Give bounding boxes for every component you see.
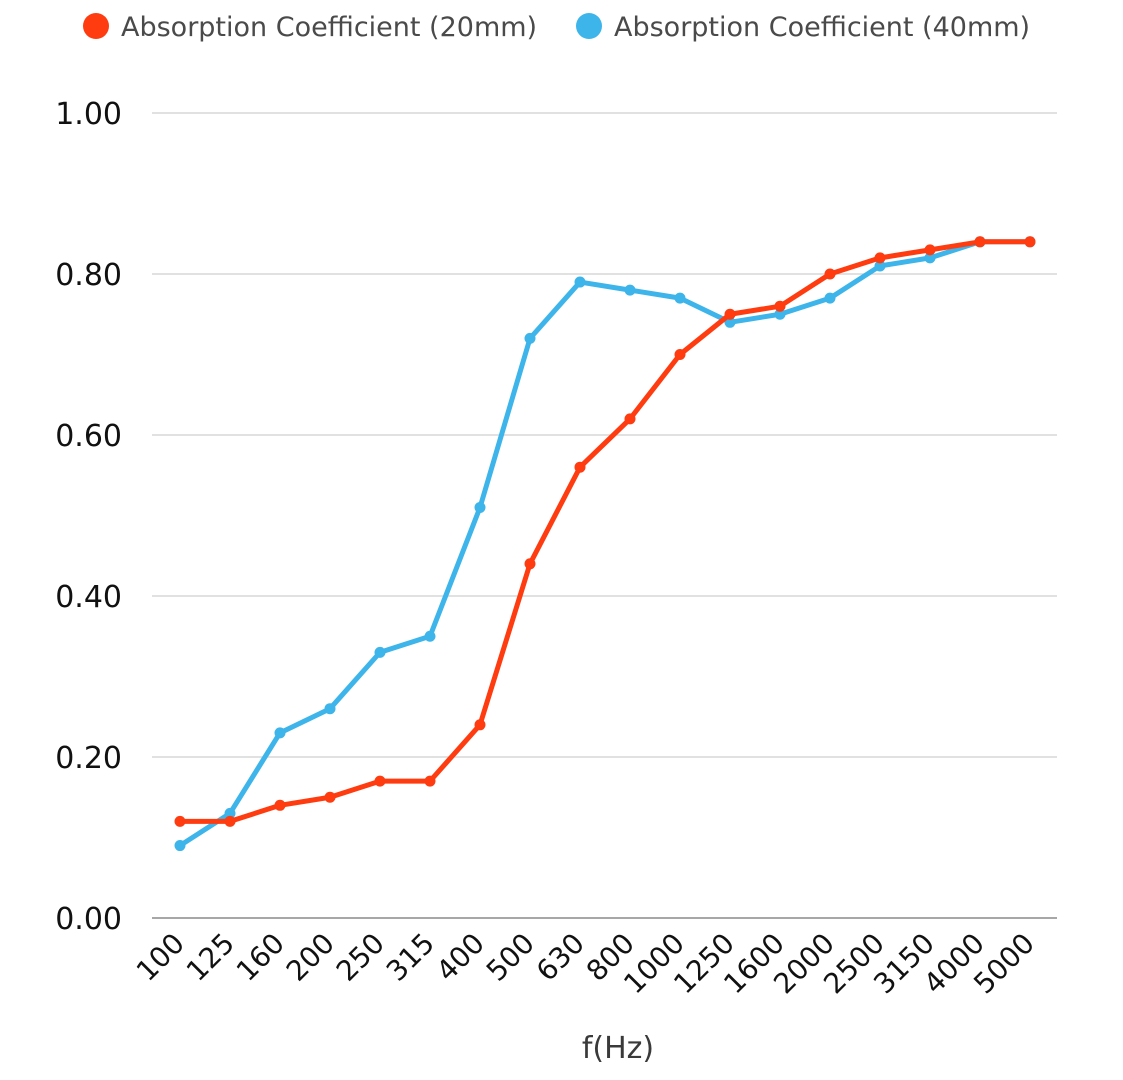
data-point-20mm bbox=[624, 413, 636, 425]
legend-label-40mm: Absorption Coefficient (40mm) bbox=[614, 12, 1030, 43]
x-tick-label: 400 bbox=[430, 927, 491, 988]
legend: Absorption Coefficient (20mm) Absorption… bbox=[83, 12, 1030, 43]
y-tick-label: 0.20 bbox=[55, 741, 122, 776]
data-point-20mm bbox=[374, 775, 386, 787]
data-point-20mm bbox=[574, 461, 586, 473]
x-axis: 1001251602002503154005006308001000125016… bbox=[130, 927, 1041, 1001]
data-point-20mm bbox=[724, 308, 736, 320]
series-layer bbox=[174, 236, 1036, 852]
y-tick-label: 0.60 bbox=[55, 419, 122, 454]
data-point-20mm bbox=[424, 775, 436, 787]
x-tick-label: 125 bbox=[180, 927, 241, 988]
x-tick-label: 250 bbox=[330, 927, 391, 988]
data-point-40mm bbox=[324, 703, 336, 715]
data-point-20mm bbox=[474, 719, 486, 731]
data-point-40mm bbox=[374, 646, 386, 658]
data-point-20mm bbox=[524, 558, 536, 570]
x-tick-label: 315 bbox=[380, 927, 441, 988]
y-axis: 0.00 0.20 0.40 0.60 0.80 1.00 bbox=[55, 97, 122, 937]
y-tick-label: 0.00 bbox=[55, 902, 122, 937]
data-point-40mm bbox=[624, 284, 636, 296]
data-point-40mm bbox=[774, 308, 786, 320]
x-tick-label: 100 bbox=[130, 927, 191, 988]
x-tick-label: 500 bbox=[480, 927, 541, 988]
data-point-20mm bbox=[674, 349, 686, 360]
data-point-40mm bbox=[924, 252, 936, 264]
data-point-40mm bbox=[174, 840, 186, 852]
data-point-20mm bbox=[1024, 236, 1036, 248]
data-point-20mm bbox=[774, 300, 786, 312]
legend-label-20mm: Absorption Coefficient (20mm) bbox=[121, 12, 537, 43]
data-point-20mm bbox=[274, 799, 286, 811]
legend-item-40mm: Absorption Coefficient (40mm) bbox=[576, 12, 1030, 43]
x-tick-label: 160 bbox=[230, 927, 291, 988]
legend-marker-20mm bbox=[83, 13, 109, 39]
data-point-20mm bbox=[324, 791, 336, 803]
legend-item-20mm: Absorption Coefficient (20mm) bbox=[83, 12, 537, 43]
x-axis-label: f(Hz) bbox=[582, 1031, 654, 1066]
data-point-40mm bbox=[424, 630, 436, 642]
x-tick-label: 630 bbox=[530, 927, 591, 988]
data-point-40mm bbox=[824, 292, 836, 304]
data-point-40mm bbox=[224, 807, 236, 819]
data-point-20mm bbox=[874, 252, 886, 264]
y-tick-label: 0.40 bbox=[55, 580, 122, 615]
series-line-20mm bbox=[177, 239, 1033, 824]
series-line-40mm bbox=[177, 239, 1033, 849]
y-tick-label: 1.00 bbox=[55, 97, 122, 132]
data-point-20mm bbox=[224, 815, 236, 827]
data-point-20mm bbox=[824, 268, 836, 280]
data-point-20mm bbox=[174, 815, 186, 827]
series-20mm bbox=[174, 236, 1036, 827]
gridlines bbox=[152, 112, 1057, 919]
data-point-40mm bbox=[274, 727, 286, 739]
data-point-40mm bbox=[874, 260, 886, 272]
y-tick-label: 0.80 bbox=[55, 258, 122, 293]
data-point-40mm bbox=[574, 276, 586, 288]
x-tick-label: 200 bbox=[280, 927, 341, 988]
data-point-40mm bbox=[474, 501, 486, 513]
data-point-20mm bbox=[924, 244, 936, 256]
legend-marker-40mm bbox=[576, 13, 602, 39]
series-40mm bbox=[174, 236, 1036, 852]
data-point-40mm bbox=[674, 292, 686, 304]
data-point-40mm bbox=[524, 332, 536, 344]
data-point-20mm bbox=[974, 236, 986, 248]
